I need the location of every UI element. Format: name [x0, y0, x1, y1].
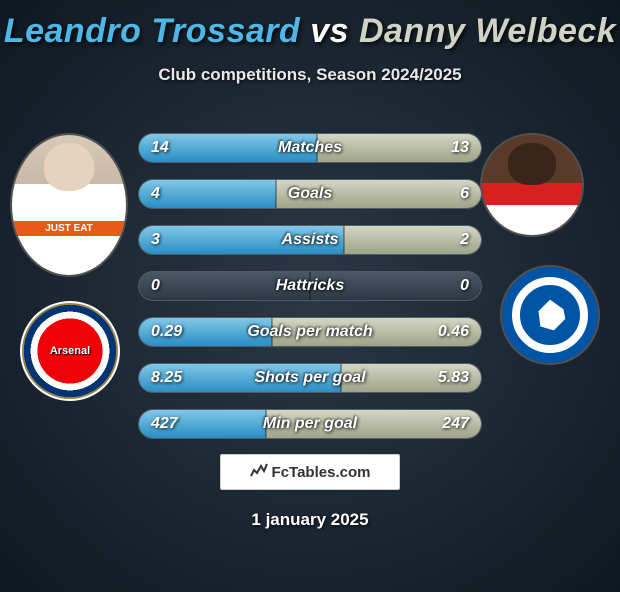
- player2-avatar: [480, 133, 584, 237]
- stat-label: Goals per match: [139, 318, 481, 346]
- comparison-content: Arsenal 1413Matches 46Goals 32Assists 00Hat…: [0, 115, 620, 455]
- stat-label: Shots per goal: [139, 364, 481, 392]
- title-player1: Leandro Trossard: [4, 12, 300, 50]
- player1-club-badge: Arsenal: [20, 301, 120, 401]
- stat-row: 427247Min per goal: [138, 409, 482, 439]
- stat-row: 8.255.83Shots per goal: [138, 363, 482, 393]
- title-vs: vs: [310, 12, 349, 50]
- stat-label: Assists: [139, 226, 481, 254]
- stat-label: Hattricks: [139, 272, 481, 300]
- stat-label: Matches: [139, 134, 481, 162]
- subtitle: Club competitions, Season 2024/2025: [0, 65, 620, 85]
- stat-row: 0.290.46Goals per match: [138, 317, 482, 347]
- stat-label: Goals: [139, 180, 481, 208]
- stat-row: 00Hattricks: [138, 271, 482, 301]
- footer-date: 1 january 2025: [0, 510, 620, 530]
- comparison-title: Leandro Trossard vs Danny Welbeck: [0, 12, 620, 51]
- brand-icon: [250, 463, 268, 481]
- stat-row: 46Goals: [138, 179, 482, 209]
- stat-row: 1413Matches: [138, 133, 482, 163]
- stat-bars-container: 1413Matches 46Goals 32Assists 00Hattricks 0.…: [138, 133, 482, 455]
- stat-label: Min per goal: [139, 410, 481, 438]
- stat-row: 32Assists: [138, 225, 482, 255]
- player2-club-badge: [500, 265, 600, 365]
- brand-footer: FcTables.com: [220, 454, 400, 490]
- brand-text: FcTables.com: [272, 464, 371, 481]
- player1-avatar: [10, 133, 128, 277]
- title-player2: Danny Welbeck: [359, 12, 616, 50]
